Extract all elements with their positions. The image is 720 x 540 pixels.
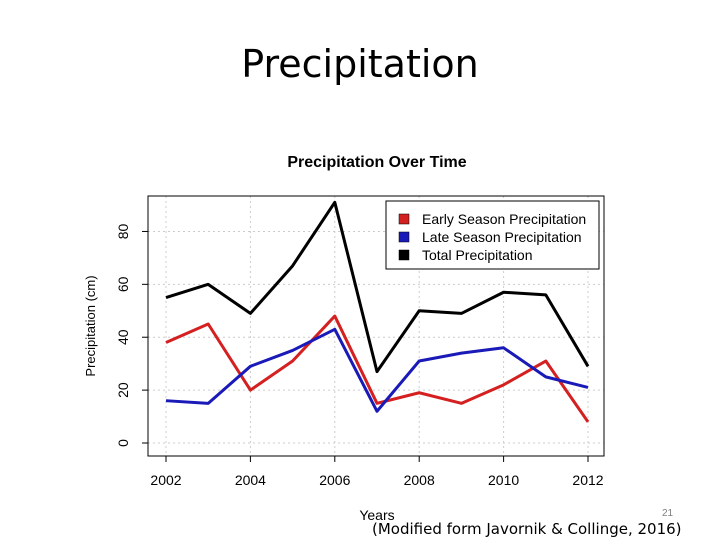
- axis-ticks: 2002 2004 2006 2008 2010 2012 0 20 40 60 80: [115, 223, 604, 488]
- y-tick-label: 0: [115, 439, 131, 447]
- y-tick-label: 40: [115, 329, 131, 345]
- series-line-total-precipitation: [165, 200, 590, 374]
- x-tick-label: 2008: [404, 472, 435, 488]
- series-line-late-season-precipitation: [165, 327, 589, 413]
- y-tick-label: 20: [115, 382, 131, 398]
- legend-box: [385, 200, 600, 270]
- x-tick-label: 2010: [488, 472, 519, 488]
- x-tick-label: 2012: [572, 472, 603, 488]
- y-tick-label: 80: [115, 223, 131, 239]
- slide-title: Precipitation: [241, 42, 479, 86]
- x-tick-label: 2004: [235, 472, 266, 488]
- chart-title: Precipitation Over Time: [287, 154, 466, 171]
- legend-label-total-precipitation: Total Precipitation: [422, 247, 533, 263]
- y-tick-label: 60: [115, 276, 131, 292]
- citation: (Modified form Javornik & Collinge, 2016…: [372, 520, 682, 538]
- legend-swatch-early-season-precipitation: [398, 213, 410, 225]
- y-axis-label: Precipitation (cm): [83, 275, 98, 376]
- series-layer: [165, 200, 590, 423]
- legend-label-early-season-precipitation: Early Season Precipitation: [422, 211, 586, 227]
- series-line-early-season-precipitation: [165, 314, 590, 423]
- legend-label-late-season-precipitation: Late Season Precipitation: [422, 229, 582, 245]
- x-tick-label: 2002: [150, 472, 181, 488]
- x-tick-label: 2006: [319, 472, 350, 488]
- legend-swatch-total-precipitation: [398, 249, 410, 261]
- slide-number: 21: [662, 508, 674, 519]
- plot-frame: [147, 195, 605, 457]
- legend-swatch-late-season-precipitation: [398, 231, 410, 243]
- x-axis-label: Years: [359, 507, 394, 523]
- chart-legend: Early Season Precipitation Late Season Pr…: [385, 200, 600, 270]
